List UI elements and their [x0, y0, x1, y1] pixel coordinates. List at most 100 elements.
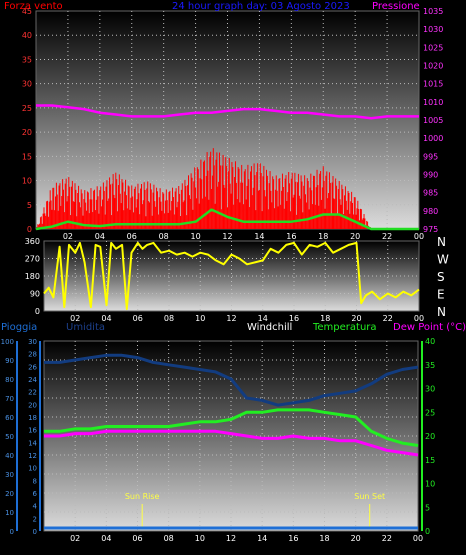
wind-pressure-x-tick: 08 — [159, 232, 169, 241]
temp-y-tick: 10 — [425, 480, 435, 489]
humidity-y-tick: 14 — [28, 439, 37, 447]
temp-humidity-x-tick: 16 — [288, 534, 298, 543]
humidity-y-tick: 24 — [28, 376, 37, 384]
wind-y-tick: 20 — [22, 128, 32, 137]
humidity-y-tick: 8 — [33, 477, 37, 485]
temp-y-tick: 35 — [425, 361, 435, 370]
pressure-y-tick: 1020 — [423, 62, 443, 71]
wind-direction-x-tick: 08 — [164, 314, 174, 323]
wind-direction-x-tick: 04 — [101, 314, 111, 323]
rain-y-tick: 100 — [1, 338, 14, 346]
pressure-y-tick: 1015 — [423, 80, 443, 89]
sun-marker-label: Sun Rise — [125, 492, 160, 501]
wind-avg-line — [35, 208, 419, 231]
dewpoint-legend: Dew Point (°C) — [393, 322, 466, 333]
rain-axis-title: Pioggia — [1, 322, 37, 333]
humidity-y-tick: 12 — [28, 452, 37, 460]
compass-label: S — [437, 270, 445, 284]
temp-humidity-ticks: 02 04 06 08 10 12 14 16 18 20 22 000102030405060708… — [1, 337, 436, 543]
humidity-y-tick: 28 — [28, 351, 37, 359]
temp-y-tick: 5 — [425, 503, 430, 512]
wind-direction-x-tick: 20 — [351, 314, 361, 323]
sun-marker-label: Sun Set — [354, 492, 385, 501]
wind-direction-line — [43, 241, 420, 311]
wind-y-tick: 45 — [22, 7, 32, 16]
pressure-y-tick: 1030 — [423, 25, 443, 34]
temp-humidity-series: Sun Rise Sun Set — [44, 353, 419, 530]
temp-y-tick: 0 — [425, 527, 430, 536]
humidity-y-tick: 30 — [28, 338, 37, 346]
temp-y-tick: 15 — [425, 456, 435, 465]
humidity-y-tick: 22 — [28, 389, 37, 397]
wind-direction-x-tick: 22 — [383, 314, 393, 323]
pressure-y-tick: 980 — [423, 207, 438, 216]
temp-humidity-x-tick: 14 — [257, 534, 267, 543]
temp-humidity-x-tick: 00 — [413, 534, 423, 543]
humidity-y-tick: 2 — [33, 515, 37, 523]
compass-label: W — [437, 253, 449, 267]
wind-axis-title: Forza vento — [4, 1, 63, 12]
temperature-line — [44, 408, 419, 447]
pressure-y-tick: 995 — [423, 152, 438, 161]
wind-pressure-x-tick: 16 — [286, 232, 296, 241]
wind-pressure-x-tick: 00 — [414, 232, 424, 241]
temp-humidity-x-tick: 20 — [351, 534, 361, 543]
humidity-axis-title: Umidita — [66, 322, 105, 333]
wind-direction-x-tick: 18 — [320, 314, 330, 323]
temp-y-tick: 30 — [425, 385, 435, 394]
pressure-y-tick: 1005 — [423, 116, 443, 125]
wind-direction-series — [43, 241, 420, 311]
temp-y-tick: 40 — [425, 337, 435, 346]
rain-y-tick: 20 — [5, 490, 14, 498]
rain-y-tick: 50 — [5, 433, 14, 441]
humidity-y-tick: 20 — [28, 401, 37, 409]
rain-y-tick: 40 — [5, 452, 14, 460]
wind-direction-x-tick: 10 — [195, 314, 205, 323]
wind-direction-x-tick: 16 — [289, 314, 299, 323]
humidity-y-tick: 16 — [28, 427, 37, 435]
wind-pressure-x-tick: 10 — [190, 232, 200, 241]
pressure-y-tick: 1000 — [423, 134, 443, 143]
humidity-y-tick: 0 — [33, 528, 37, 536]
wind-pressure-series — [35, 104, 419, 231]
temp-y-tick: 20 — [425, 432, 435, 441]
direction-y-tick: 360 — [25, 237, 40, 246]
wind-y-tick: 5 — [27, 201, 32, 210]
humidity-y-tick: 4 — [33, 503, 38, 511]
rain-y-tick: 80 — [5, 376, 14, 384]
wind-y-tick: 40 — [22, 31, 32, 40]
pressure-y-tick: 975 — [423, 225, 438, 234]
wind-pressure-x-tick: 20 — [350, 232, 360, 241]
humidity-y-tick: 6 — [33, 490, 38, 498]
wind-direction-x-tick: 14 — [258, 314, 268, 323]
humidity-y-tick: 18 — [28, 414, 37, 422]
temp-humidity-x-tick: 06 — [132, 534, 142, 543]
wind-pressure-x-tick: 06 — [127, 232, 137, 241]
compass-label: E — [437, 288, 445, 302]
temp-humidity-x-tick: 10 — [195, 534, 205, 543]
compass-label: N — [437, 235, 446, 249]
wind-y-tick: 0 — [27, 225, 32, 234]
temp-y-tick: 25 — [425, 408, 435, 417]
direction-y-tick: 90 — [30, 290, 40, 299]
direction-y-tick: 270 — [25, 255, 40, 264]
pressure-line — [36, 104, 419, 120]
wind-pressure-ticks: 02 04 06 08 10 12 14 16 18 20 22 000510152025303540… — [22, 7, 444, 241]
wind-pressure-x-tick: 22 — [382, 232, 392, 241]
temp-humidity-x-tick: 04 — [101, 534, 111, 543]
wind-pressure-panel: Forza vento 24 hour graph day: 03 Agosto… — [4, 1, 443, 241]
pressure-y-tick: 1025 — [423, 43, 443, 52]
wind-pressure-x-tick: 02 — [63, 232, 73, 241]
wind-y-tick: 15 — [22, 152, 32, 161]
temp-humidity-x-tick: 02 — [70, 534, 80, 543]
dewpoint-line — [44, 429, 419, 457]
pressure-y-tick: 1010 — [423, 98, 443, 107]
rain-y-tick: 0 — [10, 528, 14, 536]
wind-direction-x-tick: 06 — [133, 314, 143, 323]
wind-y-tick: 35 — [22, 55, 32, 64]
wind-pressure-x-tick: 04 — [95, 232, 105, 241]
wind-y-tick: 10 — [22, 177, 32, 186]
